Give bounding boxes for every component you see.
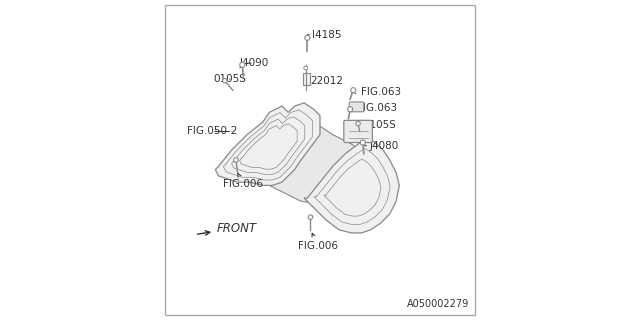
Text: J4080: J4080 [364,141,399,151]
Text: FIG.050-2: FIG.050-2 [187,126,237,136]
Circle shape [356,121,360,126]
Circle shape [223,78,227,83]
Text: A050002279: A050002279 [407,299,469,309]
Text: I4185: I4185 [307,30,342,40]
Polygon shape [215,103,320,185]
Text: FRONT: FRONT [198,222,257,235]
Bar [303,73,310,85]
FancyBboxPatch shape [349,102,364,112]
Circle shape [348,107,353,112]
Text: 0105S: 0105S [214,74,246,84]
Polygon shape [225,116,371,204]
Circle shape [351,88,356,93]
Circle shape [360,140,365,145]
Circle shape [308,215,313,219]
Text: FIG.063: FIG.063 [352,103,397,113]
Text: FIG.063: FIG.063 [355,87,401,97]
Polygon shape [304,138,399,233]
Text: 0105S: 0105S [360,120,397,130]
Text: FIG.006: FIG.006 [223,173,263,189]
Text: FIG.006: FIG.006 [298,233,338,251]
Circle shape [240,62,245,68]
Circle shape [304,66,308,70]
FancyBboxPatch shape [344,120,372,142]
Text: J4090: J4090 [239,58,268,68]
Circle shape [305,35,310,40]
Text: 22012: 22012 [306,76,344,86]
Circle shape [234,158,238,162]
